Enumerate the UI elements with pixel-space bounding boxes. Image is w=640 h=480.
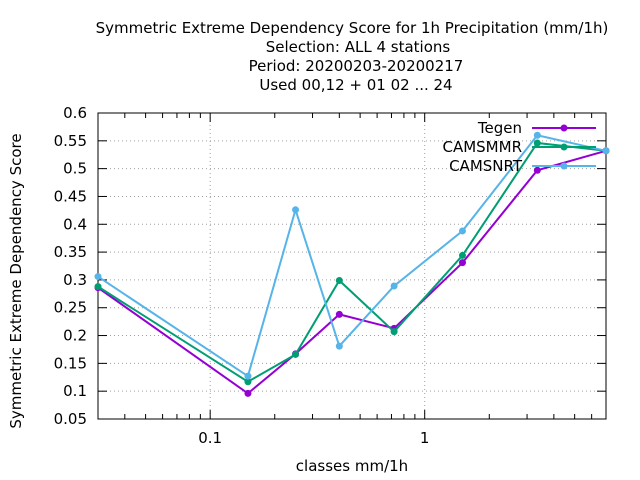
chart-title-line-3: Period: 20200203-20200217 [249,57,464,75]
data-point-camsmmr [335,276,343,284]
x-axis-label: classes mm/1h [296,457,408,475]
series-line-tegen [97,149,607,395]
data-point-camsmmr [458,251,466,259]
axis-layer: 0.05 0.1 0.15 0.2 0.25 0.3 0.35 0.4 0.45 0.5 0.55 0… [54,104,607,447]
data-point-camsnrt [458,227,466,235]
series-layer [94,131,610,397]
legend-marker-camsnrt [560,162,568,170]
legend-marker-camsmmr [560,143,568,151]
chart-title-line-4: Used 00,12 + 01 02 ... 24 [259,76,452,94]
data-point-camsmmr [244,378,252,386]
plot-frame [97,112,607,420]
data-point-camsnrt [602,147,610,155]
y-tick-label: 0.05 [54,410,87,428]
y-tick-label: 0.5 [63,160,87,178]
data-point-camsmmr [533,139,541,147]
y-tick-label: 0.55 [54,132,87,150]
legend-label-tegen: Tegen [477,119,522,137]
data-point-tegen [335,310,343,318]
data-point-camsnrt [94,273,102,281]
grid-layer [98,113,606,419]
series-line-camsnrt [97,134,607,378]
legend-label-camsmmr: CAMSMMR [442,138,522,156]
y-tick-label: 0.2 [63,327,87,345]
data-point-tegen [458,259,466,267]
series-line-camsmmr [97,141,607,383]
data-point-camsmmr [94,283,102,291]
data-point-camsmmr [390,328,398,336]
y-axis-label: Symmetric Extreme Dependency Score [7,133,25,428]
legend-label-camsnrt: CAMSNRT [449,157,523,175]
y-tick-label: 0.15 [54,354,87,372]
legend-marker-tegen [560,124,568,132]
data-point-tegen [533,166,541,174]
data-point-camsmmr [292,350,300,358]
chart-title-line-1: Symmetric Extreme Dependency Score for 1… [96,19,609,37]
y-tick-label: 0.3 [63,271,87,289]
data-point-tegen [244,389,252,397]
x-tick-label: 0.1 [198,429,222,447]
y-tick-label: 0.45 [54,187,87,205]
y-tick-label: 0.6 [63,104,87,122]
x-tick-label: 1 [420,429,430,447]
y-tick-label: 0.25 [54,299,87,317]
chart-title-line-2: Selection: ALL 4 stations [266,38,451,56]
data-point-camsnrt [244,372,252,380]
y-tick-label: 0.35 [54,243,87,261]
data-point-camsnrt [335,342,343,350]
data-point-camsnrt [533,131,541,139]
y-tick-label: 0.1 [63,382,87,400]
y-tick-label: 0.4 [63,215,87,233]
data-point-camsnrt [390,282,398,290]
data-point-camsnrt [292,206,300,214]
